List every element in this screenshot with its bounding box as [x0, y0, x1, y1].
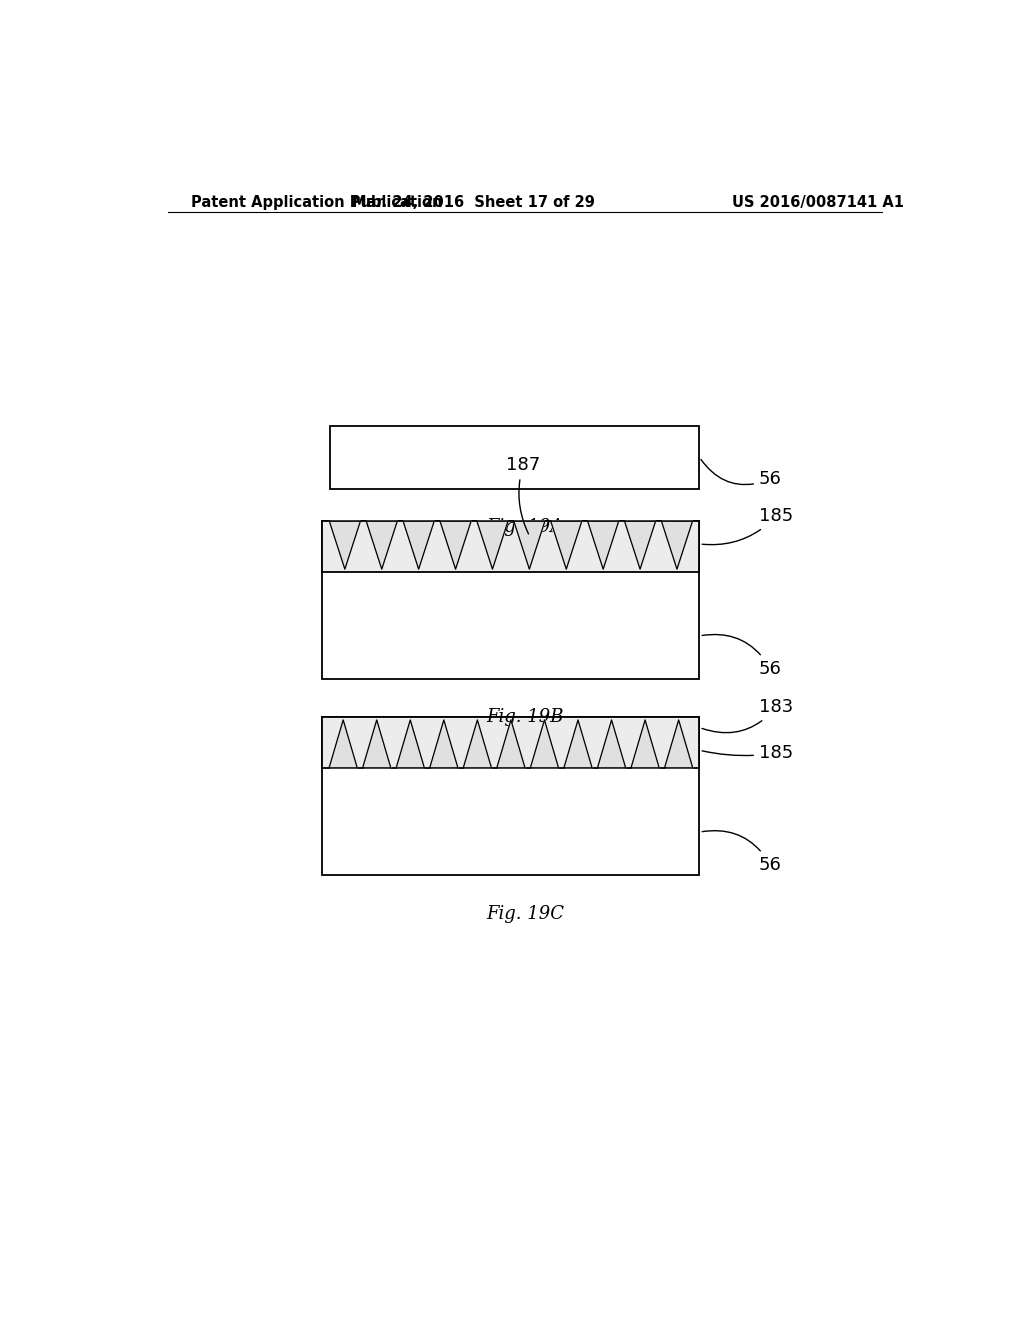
Polygon shape — [588, 521, 618, 569]
Text: Fig. 19A: Fig. 19A — [486, 519, 563, 536]
Bar — [323, 718, 699, 768]
Polygon shape — [551, 521, 582, 569]
Text: Patent Application Publication: Patent Application Publication — [191, 194, 443, 210]
Bar — [323, 521, 699, 572]
Polygon shape — [362, 719, 391, 768]
Polygon shape — [367, 521, 397, 569]
Text: 56: 56 — [702, 830, 781, 874]
Polygon shape — [440, 521, 471, 569]
Text: 185: 185 — [702, 744, 794, 762]
Text: 187: 187 — [506, 457, 541, 533]
Text: 185: 185 — [702, 507, 794, 545]
Polygon shape — [597, 719, 626, 768]
Bar — [323, 718, 699, 875]
Text: 56: 56 — [701, 459, 781, 488]
Polygon shape — [330, 521, 360, 569]
Bar — [323, 521, 699, 678]
Polygon shape — [662, 521, 692, 569]
Text: Fig. 19B: Fig. 19B — [486, 709, 563, 726]
Text: 56: 56 — [702, 635, 781, 677]
Polygon shape — [497, 719, 525, 768]
Text: Fig. 19C: Fig. 19C — [485, 904, 564, 923]
Text: US 2016/0087141 A1: US 2016/0087141 A1 — [732, 194, 904, 210]
Polygon shape — [530, 719, 558, 768]
Text: Mar. 24, 2016  Sheet 17 of 29: Mar. 24, 2016 Sheet 17 of 29 — [352, 194, 595, 210]
Bar — [331, 426, 699, 488]
Polygon shape — [631, 719, 659, 768]
Polygon shape — [463, 719, 492, 768]
Polygon shape — [564, 719, 592, 768]
Polygon shape — [514, 521, 545, 569]
Polygon shape — [329, 719, 357, 768]
Polygon shape — [625, 521, 655, 569]
Polygon shape — [477, 521, 508, 569]
Polygon shape — [403, 521, 434, 569]
Text: 183: 183 — [702, 698, 794, 733]
Polygon shape — [430, 719, 458, 768]
Polygon shape — [396, 719, 424, 768]
Polygon shape — [665, 719, 693, 768]
